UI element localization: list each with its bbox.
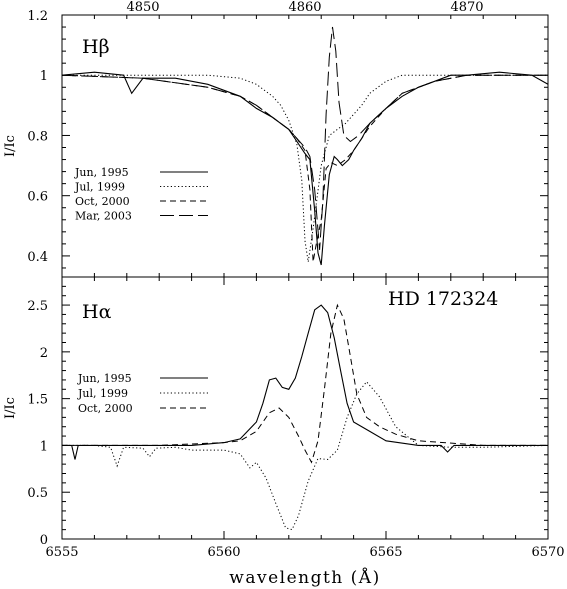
hbeta-ytick-label: 0.4 (27, 250, 48, 265)
hbeta-series-1-line (62, 74, 548, 262)
halpha-ytick-label: 1.5 (27, 393, 48, 408)
hbeta-xtick-label: 4860 (288, 0, 321, 15)
halpha-xtick-label: 6565 (369, 545, 402, 560)
halpha-ytick-label: 0 (40, 533, 48, 548)
h-beta-panel: 4850 4860 4870 0.4 0.6 0.8 1 1.2 I/Ic Hβ Jun, 1995… (3, 0, 549, 278)
hbeta-ytick-label: 1 (40, 69, 48, 84)
hbeta-xtick-label: 4870 (450, 0, 483, 15)
hbeta-legend-label: Jun, 1995 (74, 166, 129, 179)
h-alpha-panel: 6555 6560 6565 6570 0 0.5 1 1.5 2 2.5 I/Ic waveleng… (3, 276, 565, 588)
halpha-ytick-label: 2 (40, 346, 48, 361)
hbeta-legend-label: Jul, 1999 (74, 181, 125, 194)
halpha-ytick-label: 2.5 (27, 299, 48, 314)
halpha-series-0-line (62, 304, 548, 460)
halpha-xtick-label: 6570 (531, 545, 564, 560)
hbeta-legend-label: Mar, 2003 (75, 210, 132, 223)
hbeta-xtick-label: 4850 (126, 0, 159, 15)
halpha-legend-label: Jul, 1999 (77, 387, 128, 400)
hbeta-series-0-line (62, 71, 548, 266)
hbeta-ytick-label: 0.6 (27, 190, 48, 205)
halpha-xlabel: wavelength (Å) (229, 567, 380, 588)
hbeta-ytick-label: 0.8 (27, 129, 48, 144)
halpha-legend-label: Oct, 2000 (78, 402, 133, 415)
halpha-ytick-label: 0.5 (27, 486, 48, 501)
halpha-ytick-label: 1 (40, 439, 48, 454)
halpha-series-1-line (62, 381, 548, 531)
hbeta-title: Hβ (82, 36, 110, 58)
halpha-frame (61, 276, 549, 540)
halpha-xtick-label: 6560 (207, 545, 240, 560)
hbeta-ytick-label: 1.2 (27, 9, 48, 24)
halpha-legend-label: Jun, 1995 (77, 372, 132, 385)
halpha-ylabel: I/Ic (3, 397, 18, 419)
halpha-annotation: HD 172324 (388, 288, 498, 310)
halpha-xtick-label: 6555 (45, 545, 78, 560)
hbeta-legend-label: Oct, 2000 (75, 195, 130, 208)
hbeta-ylabel: I/Ic (3, 135, 18, 157)
hbeta-series-3-line (62, 26, 548, 250)
halpha-series-2-line (62, 303, 548, 464)
halpha-title: Hα (82, 301, 112, 323)
